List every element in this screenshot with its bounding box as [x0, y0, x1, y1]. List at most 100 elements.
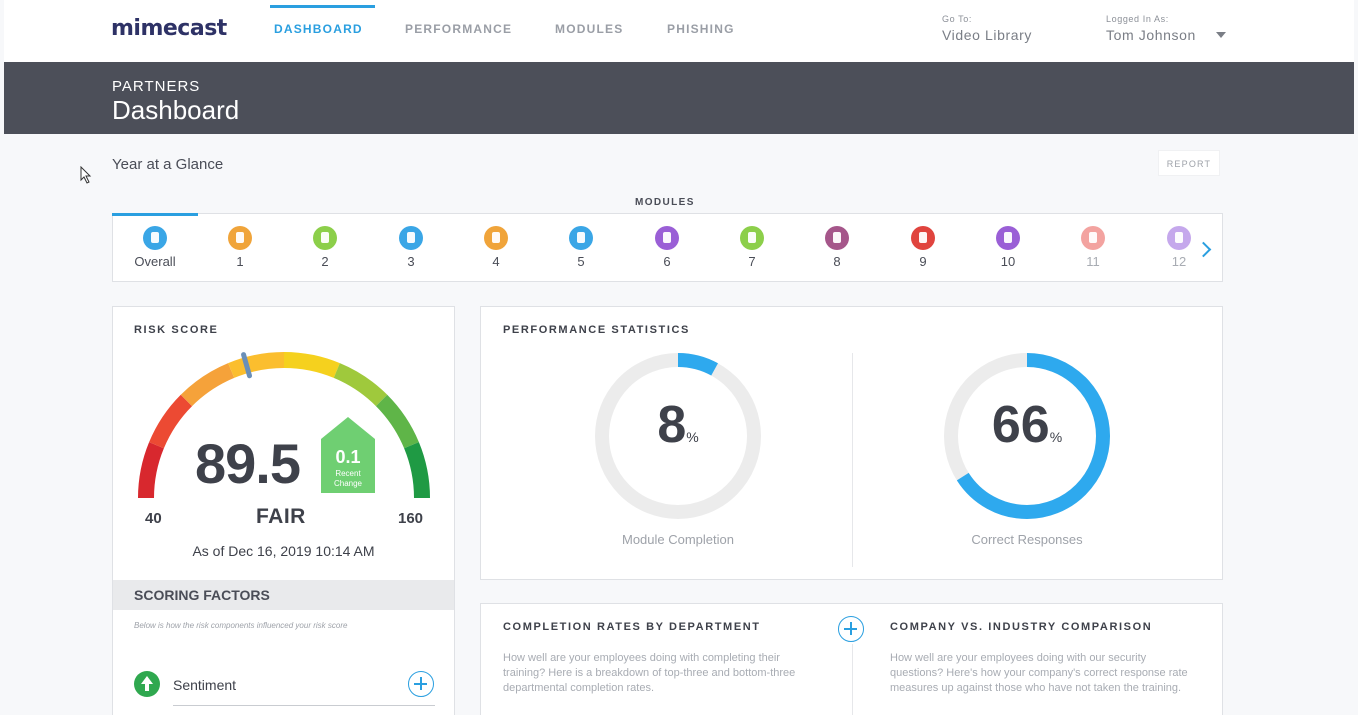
- module-completion-value: 8%: [657, 396, 699, 454]
- usb-icon: [484, 226, 508, 250]
- module-label: 2: [321, 254, 329, 269]
- industry-comparison-title: COMPANY VS. INDUSTRY COMPARISON: [890, 621, 1153, 633]
- risk-rating: FAIR: [256, 505, 306, 528]
- mouse-cursor-icon: [80, 166, 92, 184]
- module-completion-donut: [595, 353, 761, 519]
- key-icon: [655, 226, 679, 250]
- module-label: 1: [236, 254, 244, 269]
- factor-sentiment-label: Sentiment: [173, 677, 237, 693]
- arrow-up-badge-icon: [321, 417, 375, 493]
- scoring-factors-header: SCORING FACTORS: [113, 580, 454, 610]
- risk-score-title: RISK SCORE: [134, 324, 219, 336]
- divider: [852, 644, 853, 715]
- gauge-segment: [283, 352, 340, 378]
- caduceus-icon: [825, 226, 849, 250]
- gauge-segment: [138, 442, 164, 499]
- report-button[interactable]: REPORT: [1158, 150, 1220, 176]
- module-completion-arc: [595, 353, 761, 519]
- module-completion-label: Module Completion: [621, 532, 734, 547]
- module-label: 12: [1171, 254, 1187, 269]
- correct-responses-label: Correct Responses: [971, 532, 1083, 547]
- lock-icon: [1167, 226, 1191, 250]
- module-label: 4: [492, 254, 500, 269]
- tab-dashboard[interactable]: DASHBOARD: [274, 22, 363, 36]
- gauge-segment: [149, 394, 193, 449]
- card-icon: [1081, 226, 1105, 250]
- module-label: Overall: [134, 254, 176, 269]
- industry-comparison-text: How well are your employees doing with o…: [890, 652, 1188, 694]
- module-label: 5: [577, 254, 585, 269]
- module-label: 8: [833, 254, 841, 269]
- module-item-3[interactable]: 3: [381, 226, 441, 269]
- module-label: 9: [919, 254, 927, 269]
- module-item-12[interactable]: 12: [1149, 226, 1209, 269]
- module-item-10[interactable]: 10: [978, 226, 1038, 269]
- tab-modules[interactable]: MODULES: [555, 22, 624, 36]
- page-header: PARTNERS Dashboard: [4, 62, 1354, 134]
- usb-icon: [228, 226, 252, 250]
- module-label: 7: [748, 254, 756, 269]
- risk-score-panel: RISK SCORE 89.5 0.1 Recent Change 40 FAIR…: [112, 306, 455, 715]
- expand-sentiment-plus-icon[interactable]: [408, 671, 434, 697]
- completion-rates-title: COMPLETION RATES BY DEPARTMENT: [503, 621, 761, 633]
- module-label: 3: [407, 254, 415, 269]
- active-module-indicator: [112, 213, 198, 216]
- arrow-up-icon: [134, 671, 160, 697]
- bar-chart-icon: [143, 226, 167, 250]
- gauge-max: 160: [398, 510, 424, 527]
- module-item-4[interactable]: 4: [466, 226, 526, 269]
- recent-change-label: Recent Change: [333, 469, 363, 488]
- mimecast-logo[interactable]: mimecast: [111, 16, 227, 41]
- tab-phishing[interactable]: PHISHING: [667, 22, 735, 36]
- divider: [852, 353, 853, 567]
- module-item-5[interactable]: 5: [551, 226, 611, 269]
- chevron-down-icon[interactable]: [1216, 32, 1226, 38]
- module-item-7[interactable]: 7: [722, 226, 782, 269]
- document-icon: [313, 226, 337, 250]
- gauge-segment: [404, 442, 430, 499]
- risk-gauge: [138, 352, 430, 499]
- module-item-6[interactable]: 6: [637, 226, 697, 269]
- cloud-icon: [569, 226, 593, 250]
- logged-in-label: Logged In As:: [1106, 14, 1169, 24]
- expand-completion-plus-icon[interactable]: [838, 616, 864, 642]
- correct-responses-value: 66%: [991, 396, 1063, 454]
- scoring-factors-note: Below is how the risk components influen…: [134, 621, 348, 630]
- correct-responses-donut: [944, 353, 1110, 519]
- risk-timestamp: As of Dec 16, 2019 10:14 AM: [192, 543, 375, 559]
- user-menu[interactable]: Tom Johnson: [1106, 27, 1196, 43]
- cloud-icon: [399, 226, 423, 250]
- completion-comparison-panel: COMPLETION RATES BY DEPARTMENT How well …: [480, 603, 1223, 715]
- gauge-segment: [180, 363, 235, 407]
- module-item-1[interactable]: 1: [210, 226, 270, 269]
- risk-score-value: 89.5: [195, 432, 301, 495]
- top-nav: mimecast DASHBOARD PERFORMANCE MODULES P…: [4, 0, 1354, 62]
- section-title: Year at a Glance: [112, 156, 224, 173]
- module-label: 10: [1000, 254, 1016, 269]
- goto-label: Go To:: [942, 14, 972, 24]
- page-subtitle: PARTNERS: [112, 78, 201, 95]
- module-item-8[interactable]: 8: [807, 226, 867, 269]
- completion-rates-text: How well are your employees doing with c…: [503, 652, 796, 694]
- module-item-9[interactable]: 9: [893, 226, 953, 269]
- module-item-2[interactable]: 2: [295, 226, 355, 269]
- recent-change-badge: 0.1 Recent Change: [321, 417, 375, 493]
- document-icon: [740, 226, 764, 250]
- performance-title: PERFORMANCE STATISTICS: [503, 324, 690, 336]
- key-icon: [996, 226, 1020, 250]
- module-item-11[interactable]: 11: [1063, 226, 1123, 269]
- recent-change-value: 0.1: [335, 447, 361, 467]
- tab-performance[interactable]: PERFORMANCE: [405, 22, 513, 36]
- module-item-overall[interactable]: Overall: [125, 226, 185, 269]
- card-icon: [911, 226, 935, 250]
- goto-video-library-link[interactable]: Video Library: [942, 27, 1033, 43]
- gauge-segment: [333, 363, 388, 407]
- active-tab-indicator: [270, 5, 375, 8]
- gauge-needle: [241, 352, 253, 379]
- module-label: 6: [663, 254, 671, 269]
- gauge-segment: [228, 352, 285, 378]
- modules-heading: MODULES: [635, 197, 695, 208]
- gauge-min: 40: [145, 510, 162, 527]
- correct-responses-arc: [944, 353, 1110, 519]
- page-title: Dashboard: [112, 95, 240, 125]
